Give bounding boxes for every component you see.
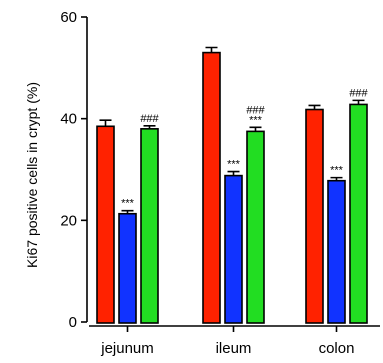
y-tick-label: 40 — [60, 111, 77, 128]
significance-label: ### — [246, 104, 265, 116]
bar — [119, 214, 136, 323]
significance-label: ### — [140, 113, 159, 125]
bar — [225, 176, 242, 323]
bar — [203, 53, 220, 323]
bar — [350, 104, 367, 323]
significance-label: *** — [227, 159, 241, 171]
bar — [328, 181, 345, 323]
y-axis-label: Ki67 positive cells in crypt (%) — [24, 82, 40, 268]
x-axis: jejunum ileum colon — [89, 326, 380, 357]
bar — [97, 126, 114, 323]
x-tick-label: colon — [319, 340, 355, 357]
error-bar — [100, 120, 112, 126]
significance-label: *** — [121, 198, 135, 210]
significance-label: ### — [349, 87, 368, 99]
y-tick-label: 0 — [69, 314, 77, 331]
bar — [306, 110, 323, 323]
y-axis: 0 20 40 60 — [60, 9, 87, 331]
bar — [141, 129, 158, 323]
y-tick-label: 60 — [60, 9, 77, 26]
x-tick-label: ileum — [216, 340, 252, 357]
x-tick-label: jejunum — [100, 340, 154, 357]
significance-label: *** — [330, 165, 344, 177]
bar — [247, 131, 264, 323]
bars — [97, 48, 367, 324]
y-tick-label: 20 — [60, 212, 77, 229]
